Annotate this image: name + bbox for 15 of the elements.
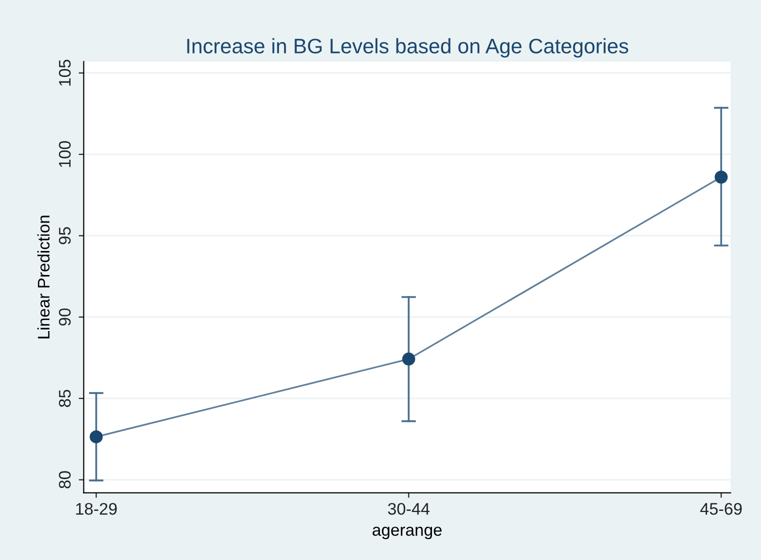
x-tick-label: 18-29 xyxy=(76,502,117,515)
y-tick-label: 85 xyxy=(58,390,71,407)
y-axis-title: Linear Prediction xyxy=(37,216,50,338)
point xyxy=(402,352,416,366)
y-tick-label: 80 xyxy=(58,471,71,488)
x-tick-label: 45-69 xyxy=(700,502,742,515)
y-tick-label: 100 xyxy=(58,141,71,167)
x-axis-title: agerange xyxy=(372,526,442,540)
point xyxy=(90,430,103,444)
y-tick-label: 105 xyxy=(58,60,71,86)
point xyxy=(714,170,728,184)
chart-title: Increase in BG Levels based on Age Categories xyxy=(187,38,628,58)
y-tick-label: 90 xyxy=(58,308,71,326)
x-tick-label: 30-44 xyxy=(388,502,430,515)
y-tick-label: 95 xyxy=(58,227,71,244)
